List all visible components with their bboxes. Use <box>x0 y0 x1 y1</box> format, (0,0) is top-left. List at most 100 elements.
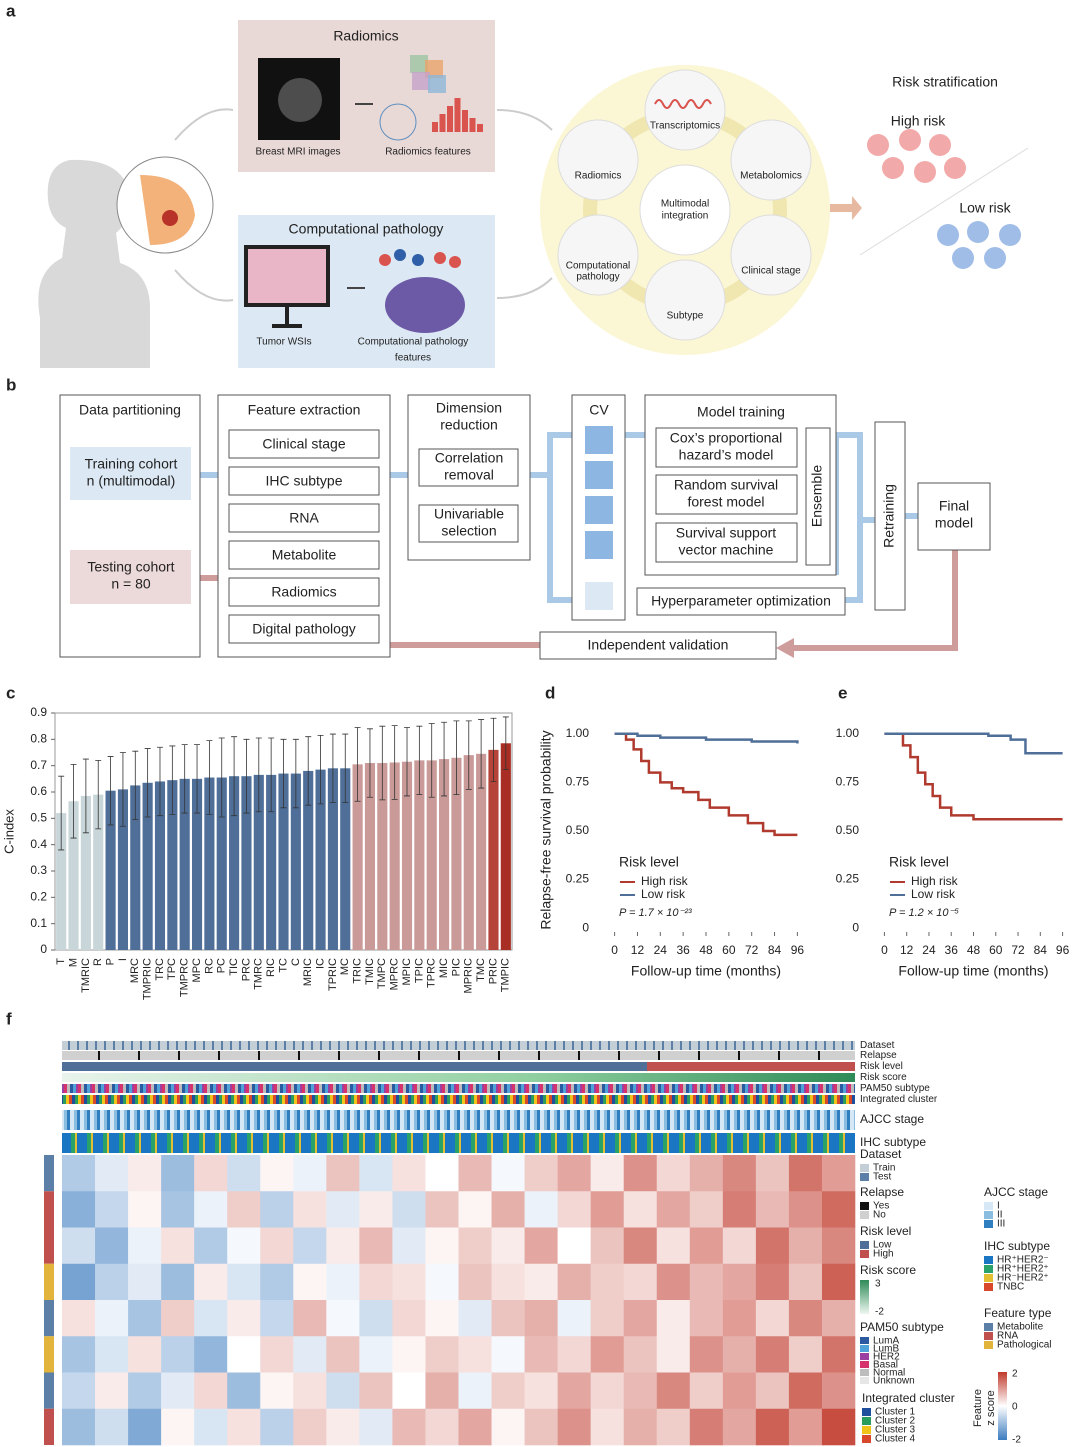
heatmap-cell <box>95 1300 129 1337</box>
legend-title: Risk level <box>860 1224 911 1238</box>
heatmap-cell <box>788 1227 823 1265</box>
heatmap-cell <box>425 1336 459 1373</box>
annotation-track <box>62 1073 855 1082</box>
legend-swatch <box>860 1353 869 1360</box>
error-bar <box>428 723 435 798</box>
heatmap-cell <box>293 1300 327 1337</box>
label: Training cohort <box>85 456 178 472</box>
legend-item: RNA <box>997 1331 1018 1342</box>
error-bar <box>354 727 361 802</box>
track-label: IHC subtype <box>860 1135 926 1149</box>
track-label: PAM50 subtype <box>860 1083 930 1094</box>
label: Testing cohort <box>87 559 174 575</box>
x-tick-label: 60 <box>989 943 1003 957</box>
legend-swatch <box>984 1274 993 1282</box>
x-tick-label: 36 <box>676 943 690 957</box>
heatmap-cell <box>62 1263 96 1301</box>
label: n (multimodal) <box>87 473 176 489</box>
heatmap-cell <box>392 1372 426 1410</box>
ball-icon <box>379 103 417 141</box>
heatmap-cell <box>590 1263 625 1301</box>
label: hazard’s model <box>679 447 774 463</box>
label: Radiomics <box>575 171 622 182</box>
legend-swatch <box>984 1332 993 1340</box>
heatmap-cell <box>557 1191 591 1228</box>
error-bar <box>82 758 89 834</box>
cv-fold <box>585 582 613 610</box>
wsi-overlay <box>385 277 465 333</box>
legend-title: AJCC stage <box>984 1185 1048 1199</box>
heatmap-cell <box>788 1155 823 1192</box>
x-tick-label: 12 <box>631 943 645 957</box>
label: Survival support <box>676 525 776 541</box>
x-tick-label: TMRIC <box>80 958 92 993</box>
heatmap-cell <box>293 1155 327 1192</box>
x-tick-label: M <box>67 958 79 967</box>
y-tick-label: 0.5 <box>30 811 47 825</box>
label: model <box>935 515 973 531</box>
connector <box>790 550 958 651</box>
label: Radiomics <box>333 28 398 44</box>
x-tick-label: 60 <box>722 943 736 957</box>
legend-swatch <box>862 1408 871 1416</box>
label: Independent validation <box>588 637 729 653</box>
bar <box>93 794 104 950</box>
heatmap-cell <box>458 1227 492 1265</box>
heatmap-cell <box>590 1336 625 1373</box>
monitor-stand <box>272 306 302 328</box>
feature-type-bar <box>44 1336 54 1373</box>
scale-tick: -2 <box>1012 1435 1021 1446</box>
retraining-box <box>874 421 906 611</box>
error-bar <box>366 728 373 798</box>
heatmap-cell <box>755 1408 790 1446</box>
heatmap-cell <box>227 1263 261 1301</box>
label: integration <box>662 211 709 222</box>
x-tick-label: PRIC <box>487 958 499 984</box>
x-tick-label: I <box>117 958 129 961</box>
heatmap-cell <box>359 1336 393 1373</box>
heatmap-cell <box>491 1336 525 1373</box>
heatmap-cell <box>788 1300 823 1337</box>
heatmap-cell <box>821 1155 856 1192</box>
heatmap-cell <box>260 1372 294 1410</box>
heatmap-cell <box>689 1155 724 1192</box>
x-tick-label: TMPRIC <box>142 958 154 1000</box>
heatmap-cell <box>359 1191 393 1228</box>
error-bar <box>268 737 275 813</box>
legend-title: Integrated cluster <box>862 1391 955 1405</box>
legend-title: Relapse <box>860 1185 904 1199</box>
error-bar <box>329 733 336 803</box>
heatmap-cell <box>425 1191 459 1228</box>
bar <box>377 763 388 950</box>
dimension-step <box>418 448 519 487</box>
legend-item: HR⁺HER2⁺ <box>997 1264 1049 1275</box>
label: IHC subtype <box>265 473 342 489</box>
heatmap-cell <box>590 1408 625 1446</box>
bar <box>414 760 425 950</box>
heatmap-cell <box>260 1263 294 1301</box>
x-axis-label: Follow-up time (months) <box>631 963 781 979</box>
label: reduction <box>440 417 498 433</box>
legend-swatch <box>860 1369 869 1376</box>
heatmap-cell <box>194 1155 228 1192</box>
legend-item: LumA <box>873 1336 899 1347</box>
x-tick-label: MRC <box>129 958 141 983</box>
feature-item <box>228 466 380 496</box>
cell-icon <box>394 249 406 261</box>
x-axis-label: Follow-up time (months) <box>898 963 1048 979</box>
omics-node <box>557 214 639 296</box>
legend-title: Risk score <box>860 1263 916 1277</box>
risk-score-bar <box>860 1280 869 1314</box>
x-tick-label: 96 <box>791 943 805 957</box>
heatmap-cell <box>392 1408 426 1446</box>
error-bar <box>156 746 163 817</box>
error-bar <box>58 775 65 851</box>
heatmap-cell <box>128 1336 162 1373</box>
legend-item: Cluster 1 <box>875 1407 915 1418</box>
legend-swatch <box>862 1426 871 1434</box>
low-risk-person <box>952 247 974 269</box>
legend-item: Basal <box>873 1360 898 1371</box>
heatmap-cell <box>227 1227 261 1265</box>
x-tick-label: 0 <box>611 943 618 957</box>
